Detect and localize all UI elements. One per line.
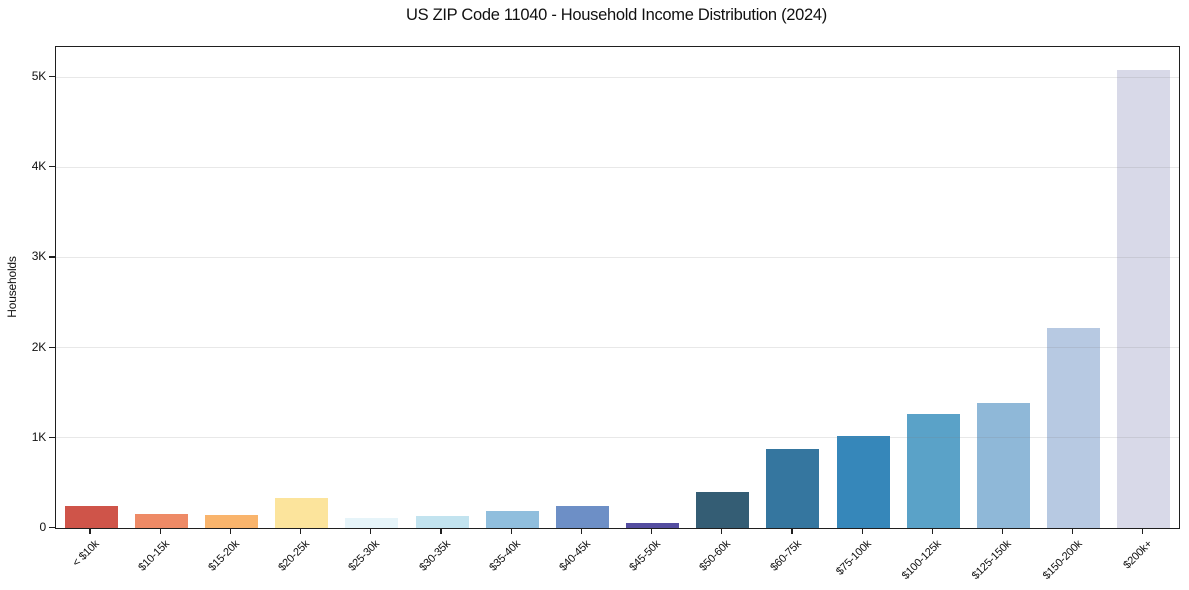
x-tick-label-$150-200k: $150-200k	[1040, 538, 1085, 582]
x-tick-label-$20-25k: $20-25k	[276, 538, 313, 574]
x-tick-mark-$30-35k	[440, 528, 442, 534]
bar-$200k+	[1117, 69, 1171, 528]
y-tick-label-4K: 4K	[31, 159, 46, 174]
x-tick-label-$25-30k: $25-30k	[346, 538, 383, 574]
y-tick-label-5K: 5K	[31, 69, 46, 84]
chart-title: US ZIP Code 11040 - Household Income Dis…	[406, 6, 827, 24]
x-tick-label-$40-45k: $40-45k	[557, 538, 593, 574]
y-tick-mark-4K	[49, 166, 55, 168]
x-tick-mark-$50-60k	[721, 528, 723, 534]
x-tick-label-$45-50k: $45-50k	[627, 538, 664, 574]
bar-$20-25k	[275, 498, 329, 528]
x-tick-label-$125-150k: $125-150k	[970, 538, 1015, 582]
x-tick-label-$100-125k: $100-125k	[899, 538, 944, 582]
y-tick-label-3K: 3K	[31, 249, 46, 264]
y-tick-mark-2K	[49, 346, 55, 348]
bar-$100-125k	[906, 414, 960, 528]
x-tick-label-$75-100k: $75-100k	[833, 538, 874, 578]
bar-$150-200k	[1047, 327, 1101, 528]
bar-$45-50k	[626, 522, 680, 528]
gridline-2K	[56, 347, 1179, 349]
y-tick-mark-3K	[49, 256, 55, 258]
x-tick-mark-$40-45k	[580, 528, 582, 534]
bar-$60-75k	[766, 448, 820, 528]
bar-$35-40k	[485, 510, 539, 528]
x-tick-mark-$150-200k	[1072, 528, 1074, 534]
gridline-3K	[56, 256, 1179, 258]
x-tick-mark-$60-75k	[791, 528, 793, 534]
x-tick-label-$10-15k: $10-15k	[136, 538, 172, 574]
x-tick-mark-$75-100k	[861, 528, 863, 534]
bar-$15-20k	[204, 514, 258, 528]
x-tick-label-$200k+: $200k+	[1121, 538, 1155, 572]
x-tick-mark-$25-30k	[370, 528, 372, 534]
bar-$50-60k	[696, 491, 750, 528]
y-tick-mark-0	[49, 527, 55, 529]
x-tick-mark-$125-150k	[1001, 528, 1004, 534]
x-tick-label-$60-75k: $60-75k	[767, 538, 804, 574]
x-tick-label-$35-40k: $35-40k	[487, 538, 523, 574]
bar-$30-35k	[415, 516, 469, 528]
x-tick-mark-$15-20k	[229, 528, 232, 534]
x-tick-label-$30-35k: $30-35k	[416, 538, 453, 574]
x-tick-mark-$200k+	[1142, 528, 1144, 534]
x-tick-mark-< $10k	[89, 528, 91, 534]
y-tick-label-1K: 1K	[31, 429, 46, 444]
x-tick-mark-$100-125k	[931, 528, 933, 534]
bar-$25-30k	[345, 518, 399, 528]
bar-$75-100k	[836, 436, 890, 528]
plot-area	[55, 46, 1180, 529]
bar-$125-150k	[977, 402, 1031, 528]
x-tick-label-< $10k: < $10k	[70, 538, 102, 570]
x-tick-mark-$20-25k	[300, 528, 302, 534]
x-tick-mark-$10-15k	[159, 528, 161, 534]
y-tick-mark-5K	[49, 76, 55, 78]
y-axis-label: Households	[5, 256, 19, 318]
x-tick-label-$50-60k: $50-60k	[697, 538, 734, 574]
bar-< $10k	[64, 505, 118, 528]
gridline-1K	[56, 437, 1179, 439]
x-tick-mark-$35-40k	[510, 528, 512, 534]
y-tick-label-0: 0	[39, 520, 47, 534]
x-tick-label-$15-20k: $15-20k	[206, 538, 242, 574]
y-tick-mark-1K	[49, 436, 55, 438]
gridline-5K	[56, 76, 1179, 78]
gridline-4K	[56, 166, 1179, 168]
bar-$40-45k	[555, 506, 609, 528]
x-tick-mark-$45-50k	[650, 528, 653, 534]
bar-$10-15k	[134, 514, 188, 528]
y-tick-label-2K: 2K	[31, 339, 46, 354]
